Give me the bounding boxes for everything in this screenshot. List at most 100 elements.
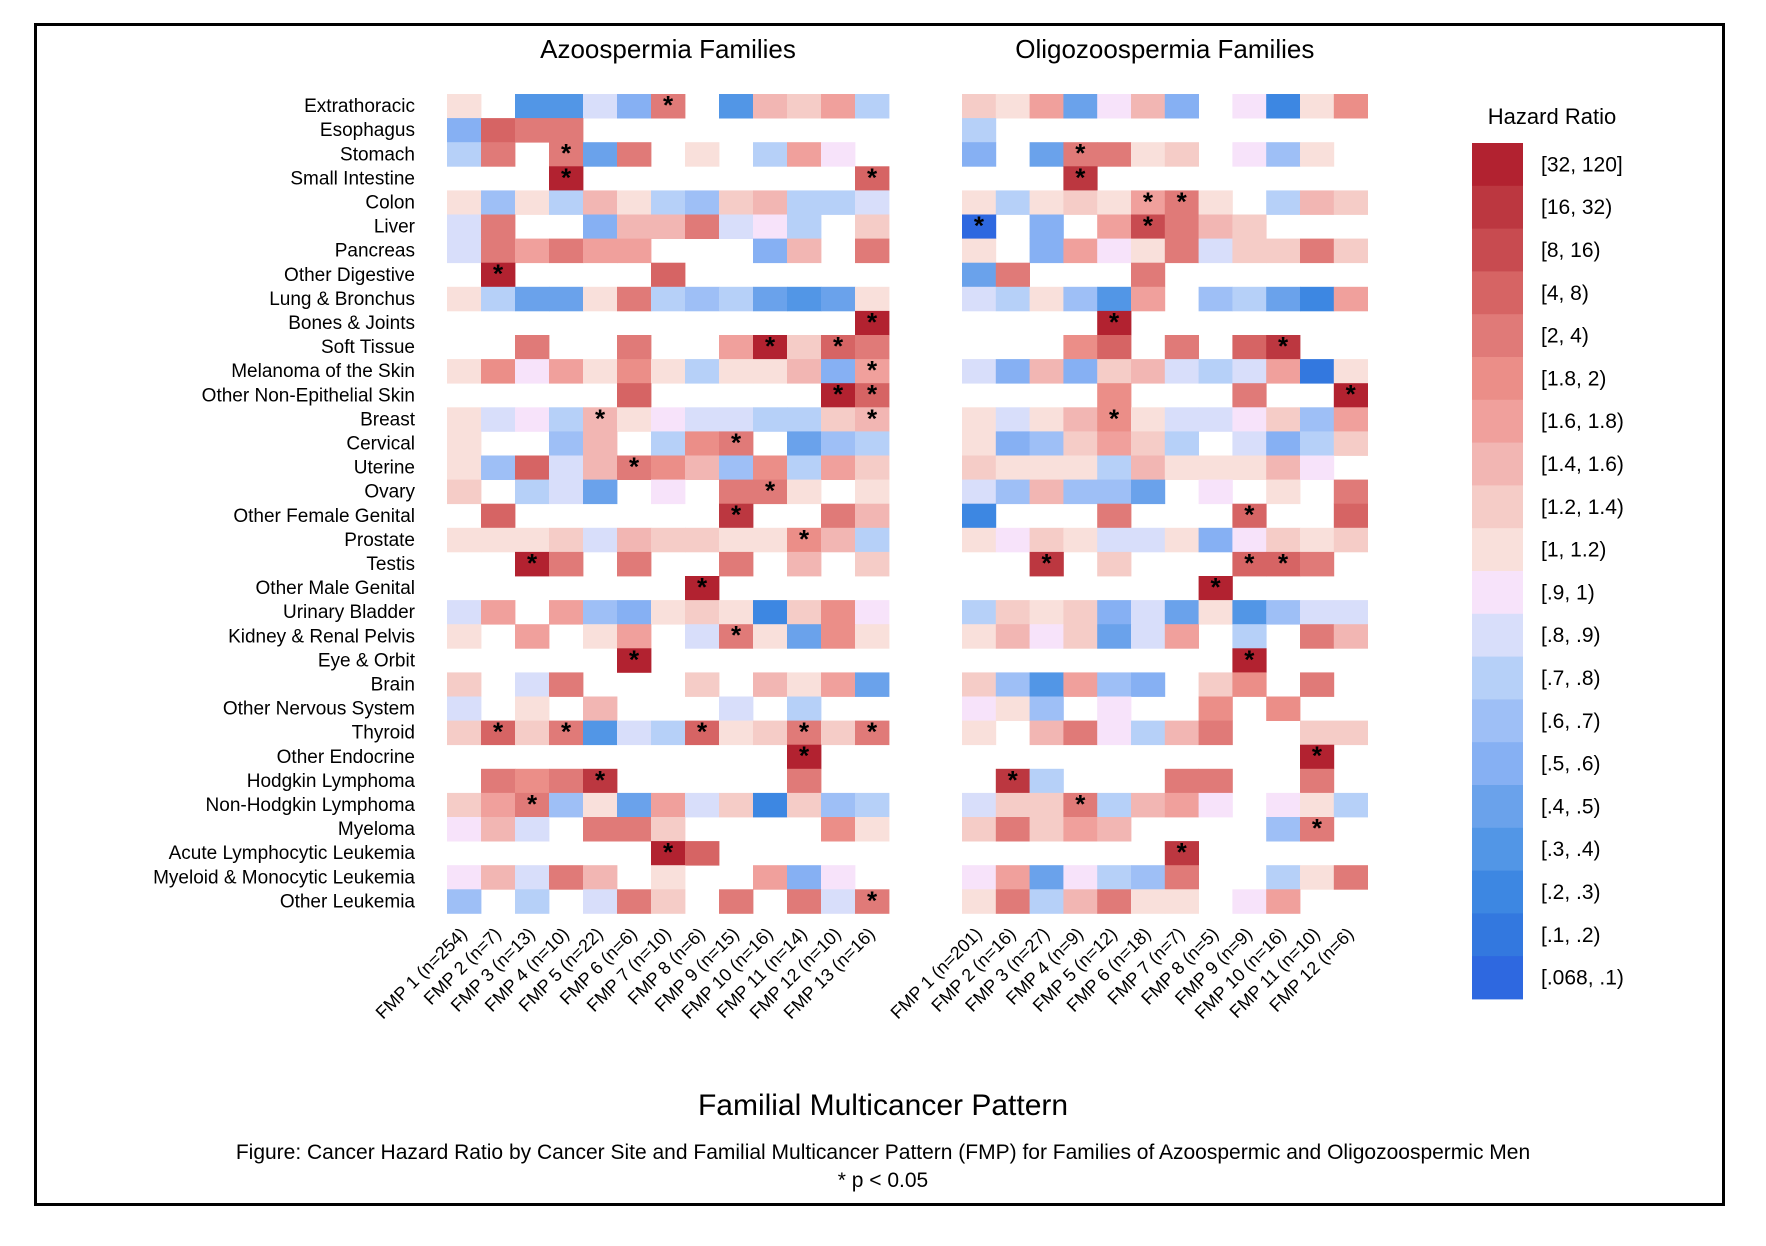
heatmap-cell [1063,600,1098,625]
heatmap-cell [1300,407,1335,432]
heatmap-cell [787,238,822,264]
legend-swatch [1472,827,1523,871]
heatmap-cell [995,672,1030,697]
heatmap-cell [821,720,856,746]
legend-label: [.2, .3) [1541,881,1601,904]
heatmap-cell [1097,94,1132,119]
heatmap-cell [447,455,482,480]
heatmap-cell [651,817,686,842]
significance-star: * [1312,813,1323,843]
legend-label: [.9, 1) [1541,581,1595,604]
heatmap-cell [753,527,788,553]
heatmap-cell [1097,479,1132,505]
legend-swatch [1472,785,1523,829]
heatmap-cell [1164,720,1199,746]
heatmap-cell [549,768,584,794]
heatmap-cell [1300,286,1335,312]
heatmap-cell [549,527,584,553]
heatmap-cell [995,94,1030,119]
row-label: Acute Lymphocytic Leukemia [169,843,416,864]
heatmap-cell [719,720,754,746]
row-label: Bones & Joints [288,313,415,334]
heatmap-cell [1063,672,1098,697]
heatmap-cell [1097,407,1132,432]
heatmap-cell [1063,166,1098,191]
heatmap-cell [821,817,856,842]
heatmap-cell [515,94,550,119]
heatmap-cell [617,142,652,167]
heatmap-cell [1333,503,1368,529]
heatmap-cell [1232,431,1267,456]
heatmap-cell [787,407,822,432]
heatmap-cell [753,359,788,384]
legend-label: [.1, .2) [1541,924,1601,947]
heatmap-cell [1333,94,1368,119]
heatmap-cell [821,142,856,167]
heatmap-cell [651,720,686,746]
heatmap-cell [1131,262,1166,288]
heatmap-cell [549,286,584,312]
heatmap-cell [1300,551,1335,577]
heatmap-cell [549,455,584,480]
heatmap-cell [685,190,720,215]
significance-star: * [833,379,844,409]
row-label: Stomach [340,144,415,165]
heatmap-cell [787,479,822,505]
heatmap-cell [1266,889,1301,914]
legend-swatch [1472,442,1523,486]
heatmap-cell [1164,407,1199,432]
heatmap-cell [719,600,754,625]
heatmap-cell [583,407,618,432]
heatmap-cell [481,817,516,842]
legend-label: [.4, .5) [1541,795,1601,818]
heatmap-cell [787,286,822,312]
heatmap-cell [549,407,584,432]
legend-label: [32, 120] [1541,153,1623,176]
heatmap-cell [1333,600,1368,625]
heatmap-panel: Oligozoospermia Families*** ** ******* * ***… [887,34,1368,1023]
heatmap-cell [1164,455,1199,480]
heatmap-cell [549,238,584,264]
heatmap-cell [515,359,550,384]
heatmap-cell [685,672,720,697]
heatmap-cell [1063,889,1098,914]
heatmap-cell [481,600,516,625]
legend-swatch [1472,143,1523,187]
heatmap-cell [1029,527,1064,553]
heatmap-cell [685,720,720,746]
heatmap-cell [1029,865,1064,890]
heatmap-cell [962,889,997,914]
significance-star: * [1041,548,1052,578]
heatmap-cell [962,817,997,842]
significance-star: * [1278,548,1289,578]
heatmap-cell [447,720,482,746]
heatmap-cell [617,889,652,914]
row-label: Soft Tissue [321,337,415,358]
heatmap-cell [753,720,788,746]
heatmap-cell [1266,407,1301,432]
heatmap-cell [1198,672,1233,697]
heatmap-cell [855,431,890,456]
heatmap-cell [583,214,618,239]
heatmap-cell [1232,383,1267,408]
heatmap-cell [821,455,856,480]
heatmap-cell [447,792,482,818]
heatmap-cell [753,865,788,890]
legend-label: [8, 16) [1541,239,1601,262]
heatmap-cell [549,190,584,215]
heatmap-cell [1131,359,1166,384]
heatmap-cell [821,431,856,456]
heatmap-cell [1063,792,1098,818]
heatmap-cell [1333,479,1368,505]
heatmap-cell [1164,889,1199,914]
heatmap-cell [995,624,1030,649]
heatmap-cell [685,600,720,625]
heatmap-cell [1266,455,1301,480]
heatmap-cell [962,190,997,215]
heatmap-cell [1029,455,1064,480]
heatmap-cell [1097,672,1132,697]
heatmap-cell [855,889,890,914]
heatmap-cell [787,889,822,914]
significance-star: * [765,476,776,506]
heatmap-cell [685,359,720,384]
